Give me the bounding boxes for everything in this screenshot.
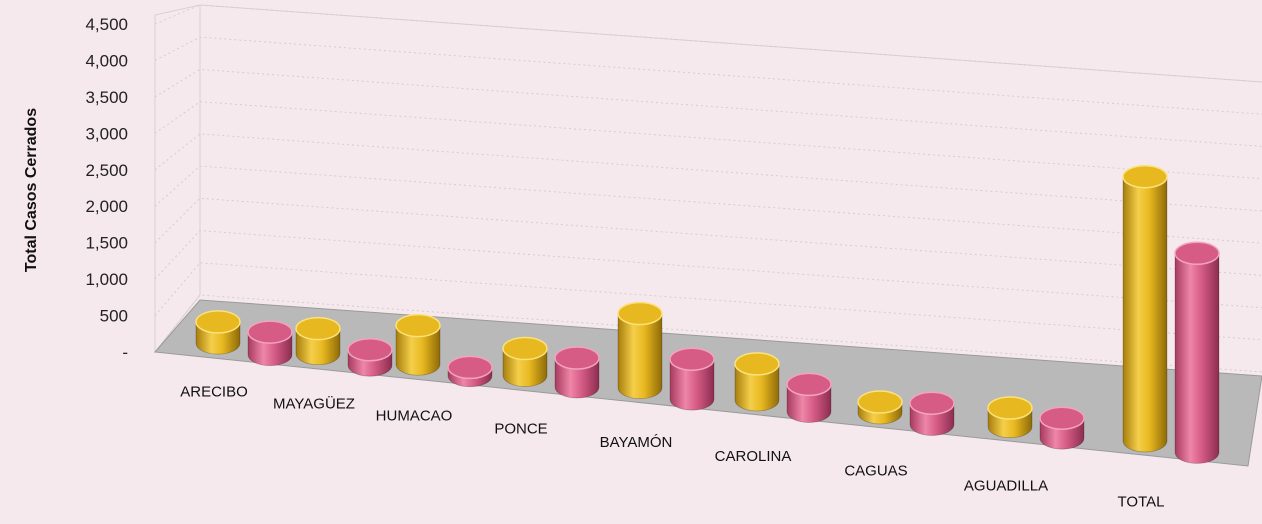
y-tick-label: 4,000: [85, 51, 128, 70]
bar-top: [295, 316, 341, 341]
gridline: [154, 101, 1262, 180]
bar-top: [1039, 406, 1085, 430]
y-tick-label: 3,000: [85, 124, 128, 143]
bar-top: [1174, 241, 1220, 266]
bar-body: [395, 325, 441, 376]
y-axis-title: Total Casos Cerrados: [23, 108, 40, 272]
bar-top: [395, 313, 441, 338]
y-tick-label: 1,500: [85, 234, 128, 253]
bar-body: [1122, 176, 1168, 453]
bar-carolina-series-2: [786, 372, 832, 423]
bar-top: [617, 301, 663, 326]
bar-aguadilla-series-2: [1039, 406, 1085, 450]
bar-humacao-series-1: [395, 313, 441, 376]
bar-top: [857, 390, 903, 414]
bar-caguas-series-1: [857, 390, 903, 425]
bar-humacao-series-2: [447, 355, 493, 388]
gridline: [154, 197, 1262, 276]
bar-top: [987, 396, 1033, 420]
gridline: [154, 36, 1262, 115]
bar-top: [786, 372, 832, 397]
bar-bayamón-series-1: [617, 301, 663, 400]
gridline: [154, 133, 1262, 212]
bar-body: [1174, 252, 1220, 464]
y-tick-label: 4,500: [85, 15, 128, 34]
bar-top: [669, 347, 715, 371]
bar-top: [554, 346, 600, 370]
bar-aguadilla-series-1: [987, 396, 1033, 439]
y-tick-label: 2,000: [85, 197, 128, 216]
x-tick-label: TOTAL: [1118, 493, 1165, 510]
bar-mayagüez-series-1: [295, 316, 341, 366]
x-tick-label: AGUADILLA: [964, 478, 1048, 495]
x-tick-label: CAGUAS: [844, 463, 907, 480]
y-tick-label: 2,500: [85, 161, 128, 180]
bar-top: [447, 355, 493, 380]
gridline: [154, 4, 1262, 83]
gridline: [154, 230, 1262, 309]
bar-top: [247, 320, 293, 344]
x-tick-label: CAROLINA: [715, 448, 792, 465]
bar-ponce-series-2: [554, 346, 600, 399]
bar-body: [669, 358, 715, 411]
bar-top: [909, 391, 955, 415]
y-tick-label: 3,500: [85, 88, 128, 107]
x-tick-label: ARECIBO: [180, 384, 248, 401]
y-tick-label: -: [122, 343, 128, 362]
bar-body: [617, 313, 663, 400]
bar-carolina-series-1: [734, 352, 780, 412]
y-tick-label: 1,000: [85, 270, 128, 289]
bar-caguas-series-2: [909, 391, 955, 436]
x-tick-label: HUMACAO: [376, 408, 453, 425]
x-tick-label: PONCE: [494, 421, 547, 438]
bar-top: [734, 352, 780, 376]
bar-top: [347, 337, 393, 362]
bar-total-series-2: [1174, 241, 1220, 464]
bar-arecibo-series-1: [195, 310, 241, 355]
bar-top: [502, 336, 548, 361]
gridline: [154, 68, 1262, 147]
bar-top: [1122, 164, 1168, 189]
bar-top: [195, 310, 241, 334]
gridline: [154, 165, 1262, 244]
x-tick-label: MAYAGÜEZ: [273, 395, 355, 413]
bar-total-series-1: [1122, 164, 1168, 453]
bar-body: [734, 363, 780, 412]
side-wall: [154, 4, 201, 354]
bar-bayamón-series-2: [669, 347, 715, 411]
bar-mayagüez-series-2: [347, 337, 393, 377]
bar-ponce-series-1: [502, 336, 548, 387]
y-tick-label: 500: [100, 307, 128, 326]
bar-arecibo-series-2: [247, 320, 293, 367]
x-tick-label: BAYAMÓN: [600, 434, 673, 451]
